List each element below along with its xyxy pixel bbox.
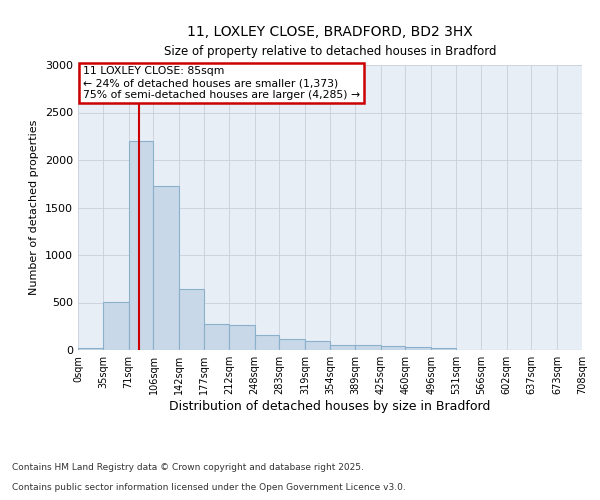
Bar [154, 186, 179, 350]
Bar [103, 302, 128, 350]
Bar [305, 342, 330, 350]
Bar [330, 345, 355, 350]
Bar [380, 346, 406, 350]
Bar [229, 325, 254, 350]
Text: Contains HM Land Registry data © Crown copyright and database right 2025.: Contains HM Land Registry data © Crown c… [12, 464, 364, 472]
X-axis label: Distribution of detached houses by size in Bradford: Distribution of detached houses by size … [169, 400, 491, 413]
Bar [78, 348, 103, 350]
Bar [179, 289, 204, 350]
Bar [128, 141, 154, 350]
Bar [355, 345, 380, 350]
Text: Contains public sector information licensed under the Open Government Licence v3: Contains public sector information licen… [12, 484, 406, 492]
Bar [254, 336, 280, 350]
Text: 11 LOXLEY CLOSE: 85sqm
← 24% of detached houses are smaller (1,373)
75% of semi-: 11 LOXLEY CLOSE: 85sqm ← 24% of detached… [83, 66, 360, 100]
Text: 11, LOXLEY CLOSE, BRADFORD, BD2 3HX: 11, LOXLEY CLOSE, BRADFORD, BD2 3HX [187, 25, 473, 39]
Y-axis label: Number of detached properties: Number of detached properties [29, 120, 40, 295]
Bar [204, 324, 229, 350]
Bar [280, 339, 305, 350]
Bar [406, 347, 431, 350]
Bar [431, 348, 456, 350]
Text: Size of property relative to detached houses in Bradford: Size of property relative to detached ho… [164, 45, 496, 58]
